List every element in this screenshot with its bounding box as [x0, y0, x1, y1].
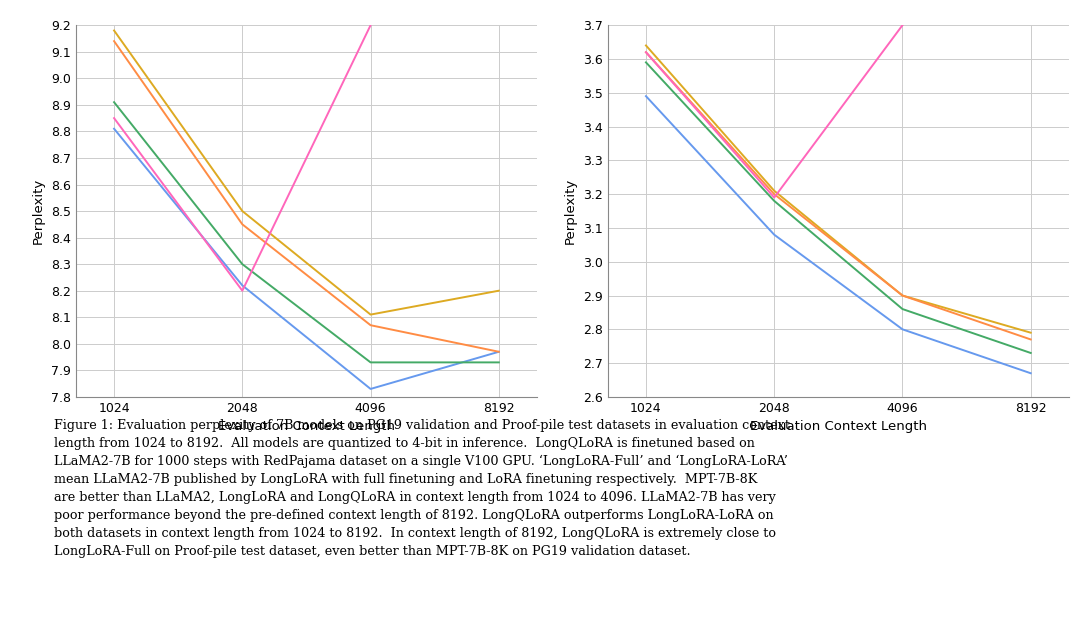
Line: LongLoRA-LoRA: LongLoRA-LoRA — [114, 30, 499, 314]
LongLoRA-Full — [364, 358, 377, 366]
LongQLoRA — [108, 37, 121, 45]
X-axis label: Evaluation Context Length: Evaluation Context Length — [750, 420, 927, 433]
MPT-8K — [108, 125, 121, 132]
MPT-8K — [768, 231, 781, 239]
MPT-8K — [492, 348, 505, 355]
MPT-8K — [639, 93, 652, 100]
LongQLoRA — [235, 220, 248, 228]
LongLoRA-LoRA — [108, 26, 121, 34]
Line: LongLoRA-Full: LongLoRA-Full — [646, 62, 1030, 353]
LongQLoRA — [768, 190, 781, 198]
MPT-8K — [235, 282, 248, 289]
LongLoRA-Full — [235, 260, 248, 268]
LLaMA2 — [108, 115, 121, 122]
LongLoRA-Full — [1024, 349, 1037, 357]
Line: LongQLoRA: LongQLoRA — [646, 52, 1030, 340]
LongLoRA-LoRA — [364, 311, 377, 318]
Line: MPT-8K: MPT-8K — [114, 129, 499, 389]
MPT-8K — [1024, 369, 1037, 377]
LongQLoRA — [639, 49, 652, 56]
LongQLoRA — [1024, 336, 1037, 343]
LongLoRA-LoRA — [768, 187, 781, 195]
LLaMA2 — [896, 21, 909, 29]
Line: LongLoRA-LoRA: LongLoRA-LoRA — [646, 45, 1030, 333]
Line: LLaMA2: LLaMA2 — [114, 25, 370, 290]
LongLoRA-Full — [896, 306, 909, 313]
LongLoRA-LoRA — [896, 292, 909, 299]
LongLoRA-Full — [639, 59, 652, 66]
LongQLoRA — [364, 321, 377, 329]
MPT-8K — [896, 326, 909, 333]
LongLoRA-Full — [108, 98, 121, 106]
Line: LongQLoRA: LongQLoRA — [114, 41, 499, 352]
LLaMA2 — [639, 49, 652, 56]
LLaMA2 — [364, 21, 377, 29]
LLaMA2 — [768, 194, 781, 202]
X-axis label: Evaluation Context Length: Evaluation Context Length — [218, 420, 395, 433]
LongLoRA-LoRA — [639, 42, 652, 49]
LongLoRA-Full — [768, 197, 781, 205]
LongQLoRA — [492, 348, 505, 355]
Y-axis label: Perplexity: Perplexity — [32, 178, 45, 244]
LongLoRA-LoRA — [492, 287, 505, 294]
Line: MPT-8K: MPT-8K — [646, 96, 1030, 373]
Text: Figure 1: Evaluation perplexity of 7B models on PG19 validation and Proof-pile t: Figure 1: Evaluation perplexity of 7B mo… — [54, 419, 789, 558]
LongQLoRA — [896, 292, 909, 299]
LongLoRA-Full — [492, 358, 505, 366]
Y-axis label: Perplexity: Perplexity — [564, 178, 577, 244]
LongLoRA-LoRA — [1024, 329, 1037, 336]
LongLoRA-LoRA — [235, 207, 248, 215]
Line: LongLoRA-Full: LongLoRA-Full — [114, 102, 499, 362]
Line: LLaMA2: LLaMA2 — [646, 25, 903, 198]
LLaMA2 — [235, 287, 248, 294]
MPT-8K — [364, 385, 377, 392]
